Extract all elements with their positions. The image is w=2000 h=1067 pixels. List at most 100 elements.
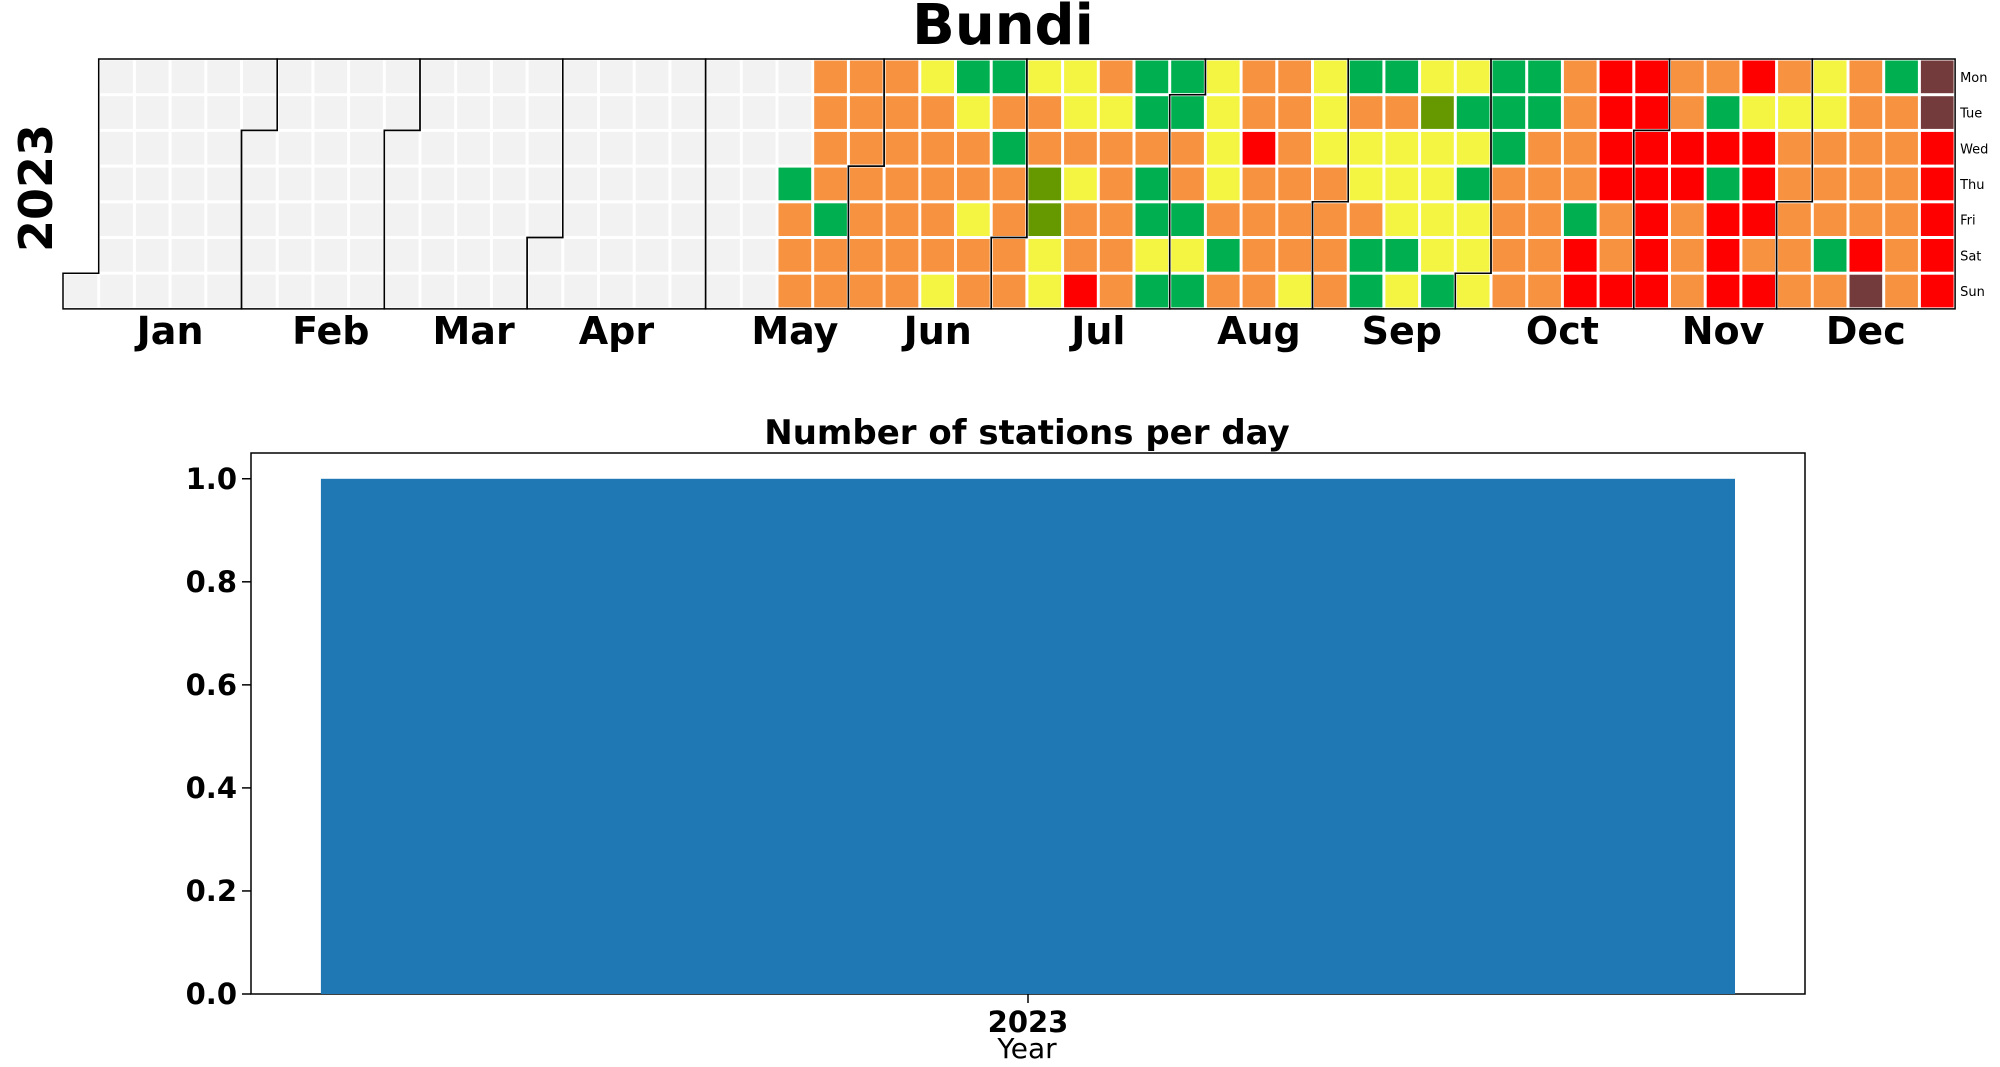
heatmap-cell — [1528, 203, 1561, 236]
weekday-label: Mon — [1960, 71, 1987, 86]
heatmap-cell — [1635, 239, 1668, 272]
heatmap-cell — [885, 239, 919, 272]
heatmap-cell — [243, 239, 276, 272]
heatmap-cell — [1385, 239, 1419, 272]
month-label: Nov — [1682, 309, 1765, 353]
month-labels: Jan Feb Mar Apr May Jun Jul Aug Sep Oct Nov Dec — [134, 309, 1906, 353]
heatmap-cell — [1456, 167, 1490, 201]
heatmap-cell — [1492, 203, 1526, 236]
heatmap-cell — [1349, 60, 1383, 94]
month-label: Oct — [1526, 309, 1599, 353]
heatmap-cell — [600, 131, 633, 165]
heatmap-cell — [135, 203, 169, 236]
heatmap-cell — [278, 239, 312, 272]
heatmap-cell — [100, 203, 133, 236]
heatmap-cell — [207, 60, 240, 94]
month-label: Mar — [432, 309, 514, 353]
heatmap-cell — [528, 131, 562, 165]
heatmap-cell — [1456, 203, 1490, 236]
heatmap-cell — [100, 274, 133, 308]
heatmap-cell — [492, 239, 526, 272]
heatmap-cell — [1314, 96, 1347, 129]
heatmap-cell — [992, 274, 1026, 308]
heatmap-cell — [421, 239, 455, 272]
heatmap-cell — [1385, 131, 1419, 165]
heatmap-cell — [1421, 167, 1454, 201]
y-tick-label: 0.6 — [186, 668, 237, 702]
heatmap-cell — [171, 96, 205, 129]
heatmap-cell — [921, 167, 954, 201]
heatmap-cell — [1492, 274, 1526, 308]
heatmap-cell — [600, 96, 633, 129]
heatmap-cell — [1206, 239, 1240, 272]
weekday-labels: Mon Tue Wed Thu Fri Sat Sun — [1959, 71, 1988, 300]
heatmap-cell — [1849, 96, 1883, 129]
heatmap-cell — [1135, 274, 1169, 308]
heatmap-cell — [1813, 60, 1847, 94]
heatmap-cell — [849, 203, 883, 236]
heatmap-cell — [1778, 167, 1811, 201]
heatmap-cell — [1171, 203, 1204, 236]
heatmap-cell — [492, 96, 526, 129]
heatmap-cell — [1563, 96, 1597, 129]
heatmap-cell — [600, 239, 633, 272]
heatmap-cell — [528, 60, 562, 94]
bar-chart-title: Number of stations per day — [764, 413, 1289, 453]
heatmap-cell — [992, 203, 1026, 236]
heatmap-cell — [1492, 167, 1526, 201]
heatmap-cell — [921, 239, 954, 272]
heatmap-cell — [528, 96, 562, 129]
y-tick-label: 0.0 — [186, 977, 237, 1011]
heatmap-cell — [1528, 131, 1561, 165]
heatmap-cell — [1206, 131, 1240, 165]
heatmap-cell — [600, 274, 633, 308]
weekday-label: Wed — [1960, 142, 1988, 157]
heatmap-cell — [1885, 239, 1918, 272]
heatmap-cell — [635, 131, 669, 165]
heatmap-cell — [885, 131, 919, 165]
heatmap-cell — [207, 131, 240, 165]
heatmap-cell — [885, 167, 919, 201]
heatmap-cell — [350, 131, 383, 165]
heatmap-cell — [1385, 274, 1419, 308]
heatmap-cell — [1635, 60, 1668, 94]
heatmap-cell — [564, 96, 597, 129]
heatmap-cell — [1421, 239, 1454, 272]
heatmap-cell — [314, 203, 348, 236]
heatmap-cell — [135, 274, 169, 308]
heatmap-cell — [421, 167, 455, 201]
y-tick-label: 0.4 — [186, 771, 237, 805]
heatmap-cell — [1742, 167, 1776, 201]
heatmap-cell — [1064, 96, 1097, 129]
y-tick-label: 0.8 — [186, 565, 237, 599]
heatmap-cell — [1706, 167, 1740, 201]
heatmap-cell — [1849, 239, 1883, 272]
weekday-label: Thu — [1959, 178, 1984, 193]
month-boundary — [1775, 58, 1956, 310]
heatmap-cell — [100, 239, 133, 272]
heatmap-cell — [492, 131, 526, 165]
heatmap-cell — [1885, 167, 1918, 201]
heatmap-cell — [707, 167, 740, 201]
heatmap-cell — [1314, 274, 1347, 308]
heatmap-cell — [1456, 131, 1490, 165]
heatmap-cell — [492, 274, 526, 308]
heatmap-cell — [1278, 239, 1311, 272]
heatmap-cell — [135, 60, 169, 94]
heatmap-cell — [1885, 131, 1918, 165]
heatmap-cell — [885, 203, 919, 236]
heatmap-cell — [171, 274, 205, 308]
heatmap-cell — [1706, 239, 1740, 272]
month-label: Jun — [901, 309, 972, 353]
heatmap-cell — [1099, 60, 1133, 94]
heatmap-title: Bundi — [912, 0, 1094, 58]
heatmap-cell — [1135, 239, 1169, 272]
heatmap-cell — [243, 131, 276, 165]
heatmap-cell — [1885, 96, 1918, 129]
heatmap-cell — [1206, 167, 1240, 201]
heatmap-cell — [814, 96, 847, 129]
heatmap-cell — [385, 131, 419, 165]
heatmap-cell — [1778, 131, 1811, 165]
heatmap-cell — [742, 203, 776, 236]
heatmap-cell — [492, 167, 526, 201]
